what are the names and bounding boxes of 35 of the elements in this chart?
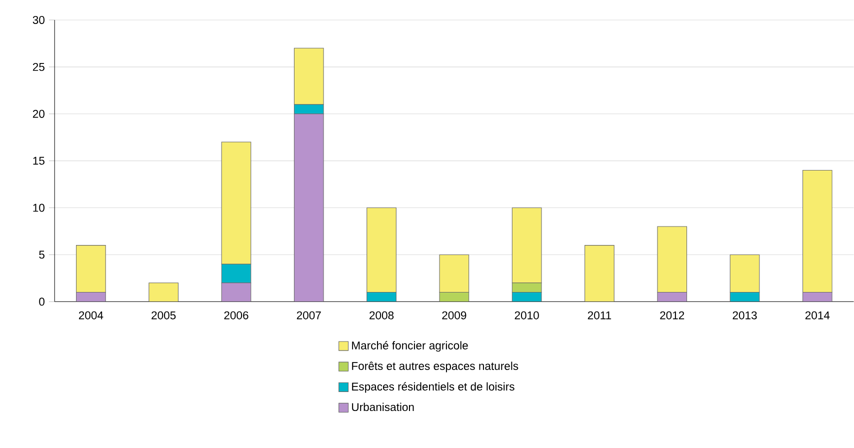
- y-tick-label: 20: [32, 110, 44, 118]
- bar: [802, 170, 832, 293]
- y-tick-label: 10: [33, 204, 44, 212]
- x-tick-label: 2013: [732, 312, 757, 320]
- bar: [439, 254, 470, 293]
- x-tick-label: 2005: [152, 312, 176, 320]
- x-tick-label: 2008: [370, 312, 394, 320]
- y-tick-label: 15: [33, 157, 44, 165]
- legend-label: Espaces résidentiels et de loisirs: [352, 382, 514, 394]
- x-tick-label: 2014: [805, 312, 830, 320]
- bar: [440, 292, 469, 302]
- x-tick-label: 2011: [588, 312, 612, 320]
- bar: [512, 282, 542, 293]
- y-tick-label: 25: [32, 63, 44, 72]
- y-tick-label: 5: [39, 251, 44, 259]
- y-tick-label: 30: [32, 16, 44, 24]
- bar: [148, 282, 179, 302]
- legend-label: Marché foncier agricole: [352, 341, 468, 352]
- x-tick-label: 2007: [296, 312, 321, 320]
- x-tick-label: 2006: [224, 312, 248, 320]
- bar: [76, 245, 106, 293]
- bar: [730, 254, 760, 293]
- bar: [294, 48, 324, 105]
- bar: [584, 245, 614, 302]
- legend-label: Forêts et autres espaces naturels: [352, 362, 518, 372]
- y-tick-label: 0: [39, 298, 44, 306]
- bar: [366, 208, 396, 293]
- bar: [657, 226, 688, 293]
- legend-label: Urbanisation: [352, 403, 414, 412]
- bar: [221, 142, 252, 265]
- bar: [512, 208, 542, 284]
- x-tick-label: 2004: [78, 312, 104, 320]
- x-tick-label: 2009: [442, 312, 466, 320]
- x-tick-label: 2012: [660, 312, 684, 320]
- x-tick-label: 2010: [514, 312, 539, 320]
